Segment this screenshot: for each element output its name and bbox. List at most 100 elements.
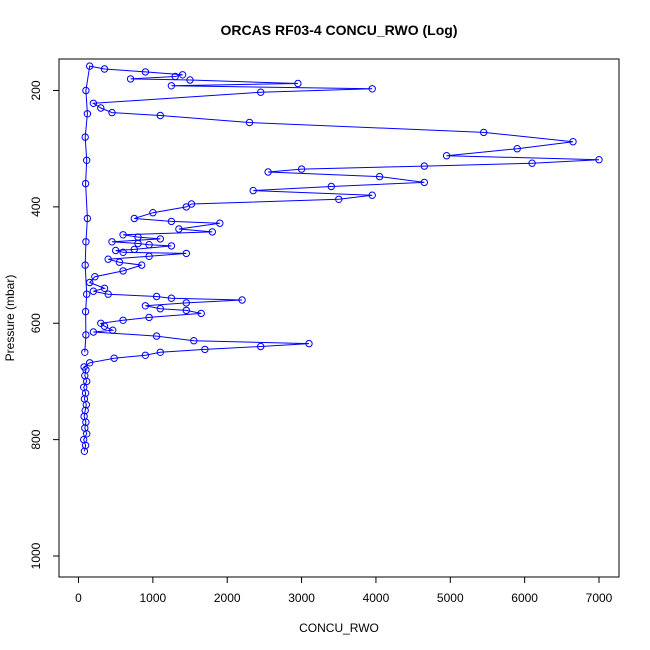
data-point: [145, 241, 153, 249]
data-point: [80, 363, 88, 371]
x-tick-label: 1000: [140, 591, 167, 605]
data-point: [186, 76, 194, 84]
data-point: [197, 309, 205, 318]
data-point: [167, 217, 176, 226]
data-point: [80, 383, 88, 391]
data-point: [178, 71, 187, 79]
y-tick-label: 200: [29, 80, 43, 100]
data-point: [89, 328, 98, 336]
data-point: [86, 278, 94, 287]
x-tick-label: 6000: [511, 591, 538, 605]
data-point: [167, 242, 176, 250]
data-point: [201, 345, 209, 354]
data-point: [81, 179, 90, 188]
data-point: [109, 326, 117, 334]
data-point: [108, 108, 116, 117]
data-point: [152, 332, 161, 340]
data-point: [104, 255, 112, 263]
data-point: [119, 316, 127, 324]
data-point: [130, 214, 139, 223]
data-point: [86, 359, 94, 367]
data-point: [167, 82, 176, 90]
data-point: [83, 156, 91, 165]
data-point: [264, 168, 272, 176]
data-point: [126, 75, 135, 83]
data-point: [119, 248, 127, 257]
data-point: [82, 331, 90, 339]
data-point: [335, 195, 343, 204]
data-point: [119, 267, 127, 275]
y-tick-label: 600: [29, 313, 43, 333]
data-point: [442, 152, 451, 160]
data-point: [257, 342, 265, 351]
data-point: [480, 128, 488, 137]
data-point: [420, 162, 428, 170]
data-point: [182, 249, 191, 258]
data-point: [112, 246, 120, 255]
series-line: [83, 65, 600, 452]
x-tick-label: 4000: [363, 591, 390, 605]
data-point: [569, 138, 577, 146]
data-point: [149, 209, 157, 217]
x-tick-label: 3000: [288, 591, 315, 605]
data-point: [187, 200, 196, 208]
data-point: [156, 305, 165, 313]
data-point: [97, 104, 105, 112]
data-point: [368, 85, 376, 93]
data-point: [134, 233, 142, 241]
data-point: [190, 337, 198, 345]
data-point: [141, 351, 150, 359]
data-point: [145, 252, 153, 260]
y-axis: 200 400 600 800 1000: [29, 80, 60, 569]
data-point: [167, 294, 176, 302]
data-point: [245, 118, 254, 127]
data-point: [171, 72, 179, 81]
data-point: [238, 296, 246, 304]
x-tick-label: 0: [75, 591, 82, 605]
data-point: [108, 238, 116, 246]
data-point: [82, 86, 90, 95]
data-point: [81, 307, 90, 316]
data-point: [115, 258, 124, 266]
data-point: [141, 302, 150, 310]
data-point: [156, 235, 165, 243]
data-point: [89, 287, 98, 295]
y-tick-label: 1000: [29, 542, 43, 569]
data-point: [513, 145, 521, 153]
y-tick-label: 800: [29, 429, 43, 449]
data-point: [141, 68, 150, 76]
data-point: [145, 313, 153, 322]
series-points: [80, 62, 603, 455]
data-point: [327, 182, 335, 191]
data-point: [82, 238, 90, 246]
data-point: [110, 354, 118, 362]
data-point: [305, 339, 313, 348]
data-point: [175, 225, 183, 233]
data-point: [420, 178, 428, 187]
y-axis-label: Pressure (mbar): [3, 275, 17, 362]
data-point: [83, 214, 92, 223]
data-point: [156, 111, 165, 120]
data-point: [208, 228, 217, 236]
chart-title: ORCAS RF03-4 CONCU_RWO (Log): [221, 22, 458, 38]
data-point: [91, 273, 99, 281]
x-axis: 0 1000 2000 3000 4000 5000 6000 7000: [75, 576, 613, 605]
data-point: [182, 299, 191, 307]
x-axis-label: CONCU_RWO: [299, 621, 379, 635]
data-point: [375, 172, 384, 181]
data-point: [83, 290, 91, 298]
data-point: [86, 62, 94, 70]
data-point: [595, 156, 603, 164]
data-point: [528, 159, 536, 167]
data-point: [368, 191, 376, 199]
data-point: [156, 348, 165, 356]
x-tick-label: 2000: [214, 591, 241, 605]
data-point: [182, 306, 191, 315]
data-point: [119, 231, 127, 239]
x-tick-label: 7000: [586, 591, 613, 605]
data-point: [100, 284, 109, 292]
data-point: [294, 79, 302, 88]
data-point: [89, 99, 98, 108]
data-point: [100, 65, 109, 73]
